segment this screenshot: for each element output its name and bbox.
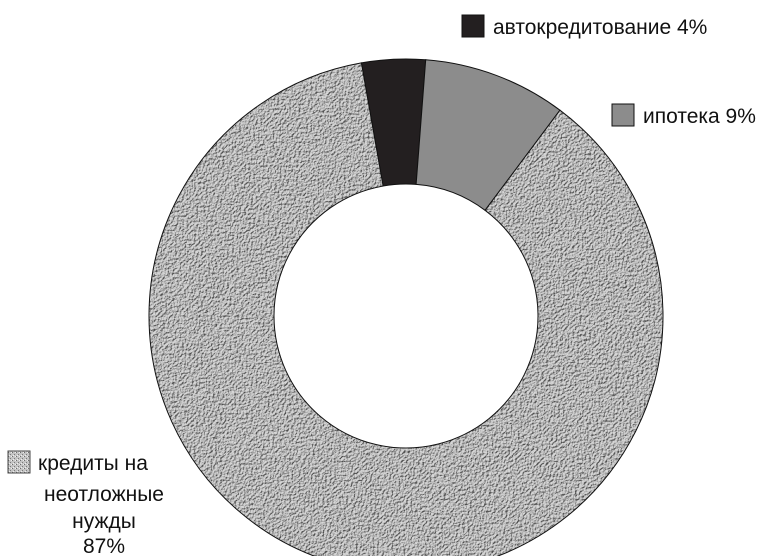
legend-mortgage: ипотека 9%: [611, 103, 756, 128]
legend-consumer: кредиты на неотложные нужды 87%: [7, 450, 164, 556]
label-consumer-line-1: кредиты на: [38, 452, 148, 475]
legend-swatch-consumer: [7, 450, 31, 474]
slice-consumer: [149, 62, 663, 556]
label-consumer-line-4: 87%: [83, 535, 125, 556]
legend-autocredit: автокредитование 4%: [461, 14, 707, 39]
legend-swatch-mortgage: [611, 103, 635, 127]
label-consumer-line-3: нужды: [72, 510, 136, 533]
label-autocredit: автокредитование 4%: [493, 16, 707, 39]
slice-consumer-outline: [148, 62, 664, 556]
label-consumer-line-2: неотложные: [44, 483, 164, 506]
legend-swatch-autocredit: [461, 14, 485, 38]
label-mortgage: ипотека 9%: [643, 105, 756, 128]
donut-slices: [148, 58, 664, 556]
